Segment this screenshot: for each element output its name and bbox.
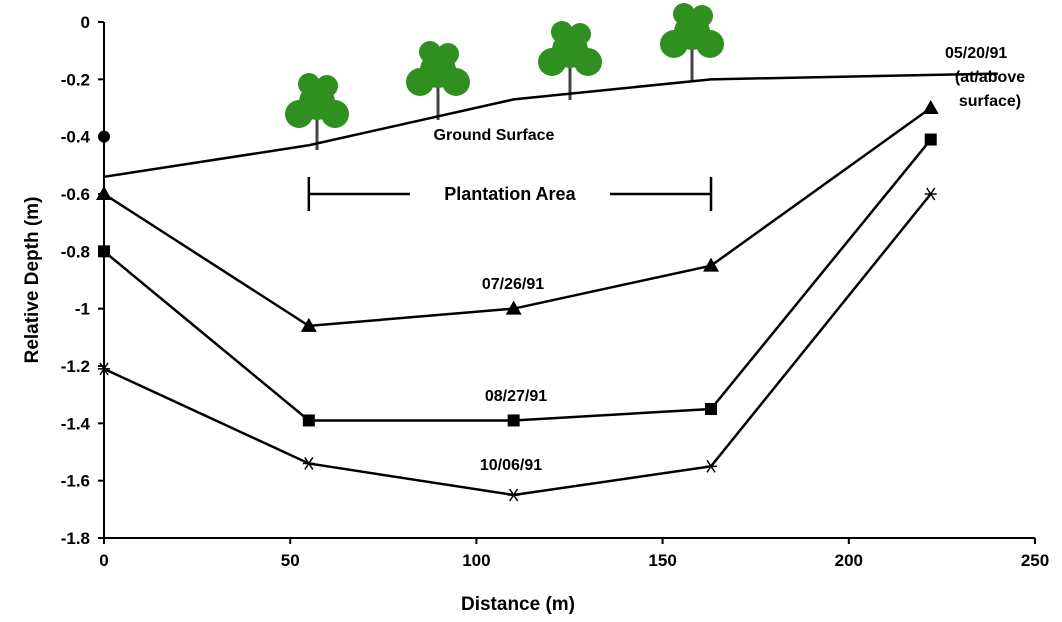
marker [96, 186, 112, 200]
annotation: Plantation Area [444, 184, 576, 204]
x-tick-label: 0 [99, 551, 108, 570]
marker [924, 133, 937, 146]
marker [922, 100, 939, 114]
bracket-gap [409, 180, 610, 208]
y-tick-label: -1.6 [61, 472, 90, 491]
y-tick-label: -0.6 [61, 185, 90, 204]
series-note: surface) [959, 93, 1021, 110]
marker [703, 257, 720, 272]
series-label: 08/27/91 [485, 388, 547, 405]
x-axis-title: Distance (m) [461, 594, 575, 615]
series-line [103, 193, 932, 497]
x-tick-label: 150 [648, 551, 676, 570]
marker [924, 187, 937, 201]
series-label: 10/06/91 [480, 457, 542, 474]
marker [302, 457, 315, 470]
marker [300, 317, 317, 332]
marker [98, 245, 110, 258]
y-tick-label: -1.8 [61, 529, 90, 548]
y-tick-label: -0.2 [61, 70, 90, 89]
y-tick-label: -0.4 [61, 128, 91, 147]
marker [505, 300, 522, 315]
marker [507, 488, 520, 502]
trees [285, 3, 724, 150]
y-tick-label: -1.4 [61, 414, 91, 433]
marker [705, 403, 718, 415]
series-label: 05/20/91 [945, 45, 1007, 62]
x-tick-label: 50 [281, 551, 300, 570]
y-tick-label: -0.8 [61, 242, 90, 261]
marker [98, 362, 110, 376]
y-tick-label: 0 [81, 13, 90, 32]
series-note: (at/above [955, 69, 1025, 86]
x-tick-label: 250 [1021, 551, 1049, 570]
y-tick-label: -1.2 [61, 357, 90, 376]
marker [98, 130, 110, 143]
x-tick-label: 200 [835, 551, 863, 570]
series-label: 07/26/91 [482, 276, 544, 293]
y-axis-title: Relative Depth (m) [22, 197, 43, 364]
marker [507, 414, 520, 427]
x-tick-label: 100 [462, 551, 490, 570]
marker [705, 459, 718, 473]
series-label: Ground Surface [434, 127, 555, 144]
y-tick-label: -1 [75, 300, 90, 319]
series-line [103, 72, 998, 179]
marker [302, 414, 315, 427]
